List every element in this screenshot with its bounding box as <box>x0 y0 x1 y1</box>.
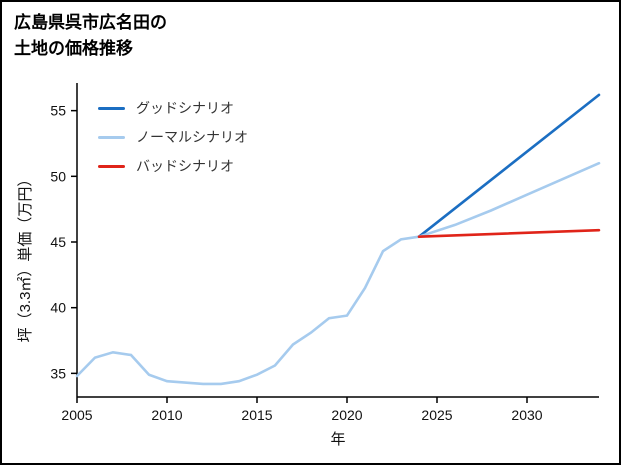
y-tick-label: 40 <box>50 300 66 316</box>
x-tick-label: 2020 <box>331 407 362 423</box>
legend-label-normal: ノーマルシナリオ <box>136 129 248 145</box>
legend-item-good: グッドシナリオ <box>98 98 248 118</box>
chart-legend: グッドシナリオ ノーマルシナリオ バッドシナリオ <box>98 98 248 176</box>
x-tick-label: 2005 <box>61 407 92 423</box>
legend-item-normal: ノーマルシナリオ <box>98 127 248 147</box>
x-tick-label: 2010 <box>151 407 182 423</box>
x-tick-label: 2030 <box>511 407 542 423</box>
series-line-history <box>75 235 421 386</box>
x-axis-title: 年 <box>330 431 345 448</box>
legend-swatch-normal <box>98 135 125 139</box>
y-tick-label: 35 <box>50 365 66 381</box>
chart-title-line2: 土地の価格推移 <box>14 38 133 58</box>
chart-title-line1: 広島県呉市広名田の <box>14 13 167 32</box>
y-axis-title: 坪（3.3㎡）単価（万円） <box>17 172 34 343</box>
series-line-bad <box>417 228 601 238</box>
x-tick-label: 2015 <box>241 407 272 423</box>
legend-label-good: グッドシナリオ <box>136 100 234 116</box>
chart-title: 広島県呉市広名田の 土地の価格推移 <box>14 10 167 61</box>
y-tick-label: 55 <box>50 103 66 119</box>
y-tick-label: 50 <box>50 168 66 184</box>
y-tick-label: 45 <box>50 234 66 250</box>
x-tick-label: 2025 <box>421 407 452 423</box>
legend-label-bad: バッドシナリオ <box>136 158 234 174</box>
legend-item-bad: バッドシナリオ <box>98 156 248 176</box>
legend-swatch-good <box>98 106 125 110</box>
series-line-good <box>417 93 601 238</box>
series-line-normal <box>417 161 601 238</box>
legend-swatch-bad <box>98 164 125 168</box>
